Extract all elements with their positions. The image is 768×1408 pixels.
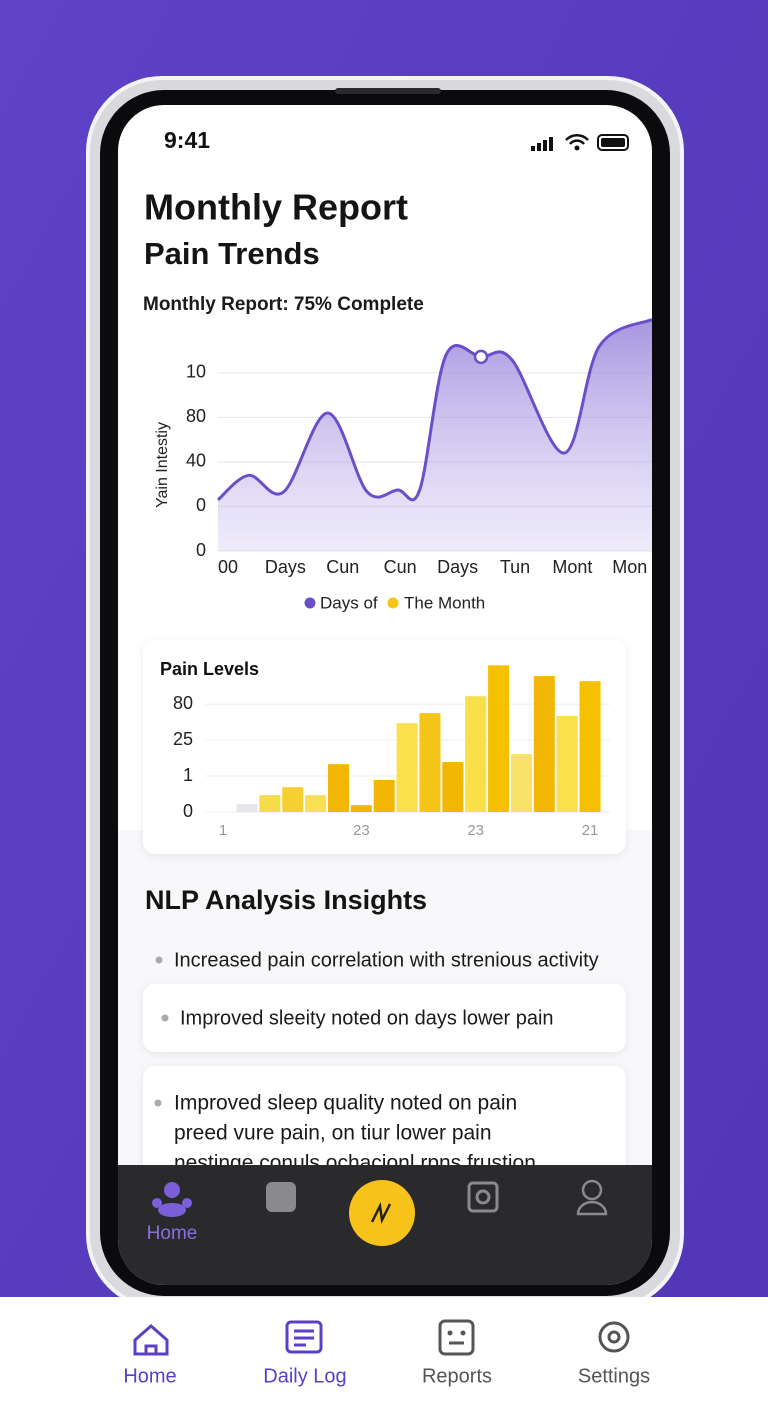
status-time: 9:41: [164, 127, 210, 153]
line-area: [218, 319, 652, 551]
reports-icon[interactable]: [467, 1181, 499, 1213]
x-tick-label: 1: [219, 822, 227, 839]
bar-chart: 80 25 1 0 1 23 23 21: [173, 665, 610, 839]
bar: [465, 696, 487, 812]
bullet: [154, 1099, 162, 1107]
x-tick-label: Tun: [500, 557, 530, 577]
bar: [579, 681, 601, 812]
y-tick-label: 80: [186, 406, 206, 426]
insight-card: [143, 984, 626, 1052]
center-icon: [370, 1201, 392, 1225]
bullet: [161, 1014, 169, 1022]
nav-log-icon[interactable]: [285, 1320, 323, 1354]
x-tick-label: Days: [437, 557, 478, 577]
insight-text: preed vure pain, on tiur lower pain: [174, 1122, 492, 1145]
x-tick-label: Cun: [384, 557, 417, 577]
legend-label: The Month: [404, 593, 485, 612]
insight-text: Improved sleeity noted on days lower pai…: [180, 1007, 554, 1029]
progress-text: Monthly Report: 75% Complete: [143, 294, 424, 315]
x-tick-label: 21: [582, 822, 599, 839]
x-tick-label: Cun: [326, 557, 359, 577]
line: [216, 318, 652, 502]
insights-title: NLP Analysis Insights: [145, 885, 427, 915]
legend-swatch: [304, 597, 316, 609]
bar: [282, 787, 304, 812]
y-tick-label: 1: [183, 765, 193, 785]
profile-icon[interactable]: [581, 1179, 603, 1201]
x-tick-label: Days: [265, 557, 306, 577]
nav-reports-icon[interactable]: [438, 1319, 475, 1356]
bar: [327, 764, 349, 812]
nav-label[interactable]: Reports: [422, 1365, 492, 1387]
icon-dot: [460, 1330, 466, 1336]
status-icons: [531, 133, 629, 151]
nav-settings-icon[interactable]: [598, 1321, 630, 1353]
bar: [442, 762, 464, 812]
speaker: [335, 88, 441, 94]
home-icon[interactable]: [152, 1182, 192, 1217]
insight-text: Improved sleep quality noted on pain: [174, 1092, 517, 1115]
bar-title: Pain Levels: [160, 659, 259, 679]
y-tick-label: 0: [183, 801, 193, 821]
nav-label[interactable]: Daily Log: [263, 1365, 346, 1387]
report-subtitle: Pain Trends: [144, 236, 320, 271]
bar: [236, 804, 258, 812]
legend-swatch: [387, 597, 399, 609]
x-tick-label: 23: [467, 822, 484, 839]
y-tick-label: 10: [186, 362, 206, 382]
y-tick-label: 0: [196, 540, 206, 560]
y-tick-label: 0: [196, 495, 206, 515]
y-tick-label: 40: [186, 451, 206, 471]
bar: [419, 713, 441, 812]
y-tick-label: 80: [173, 693, 193, 713]
nav-label[interactable]: Home: [123, 1365, 176, 1387]
bar: [350, 805, 372, 812]
bar: [396, 723, 418, 812]
x-tick-label: 00: [218, 557, 238, 577]
bar: [556, 716, 578, 812]
report-title: Monthly Report: [144, 187, 408, 228]
nav-label[interactable]: Settings: [578, 1365, 650, 1387]
bullet: [155, 956, 163, 964]
icon-dot: [447, 1330, 453, 1336]
reports-icon-lens: [475, 1189, 491, 1205]
x-tick-label: 23: [353, 822, 370, 839]
bar: [259, 795, 281, 812]
nav-icons: [133, 1319, 630, 1356]
legend-label: Days of: [320, 593, 378, 612]
y-axis-label: Yain Intestiy: [154, 422, 171, 508]
bar: [305, 795, 327, 812]
log-icon[interactable]: [266, 1182, 296, 1212]
bottom-nav: [0, 1297, 768, 1408]
x-tick-label: Mont: [552, 557, 592, 577]
profile-icon-body: [576, 1200, 608, 1216]
bar: [533, 676, 555, 812]
bar: [510, 754, 532, 812]
app-nav-home[interactable]: Home: [147, 1223, 198, 1244]
bar: [488, 665, 510, 812]
highlight-point: [473, 349, 489, 365]
phone-screen: 9:41 Monthly Report Pain Trends Monthly …: [118, 105, 652, 1285]
nav-home-icon[interactable]: [133, 1324, 169, 1356]
y-tick-label: 25: [173, 729, 193, 749]
insight-text: Increased pain correlation with streniou…: [174, 949, 599, 971]
bar: [373, 780, 395, 812]
x-tick-label: Mon: [612, 557, 647, 577]
